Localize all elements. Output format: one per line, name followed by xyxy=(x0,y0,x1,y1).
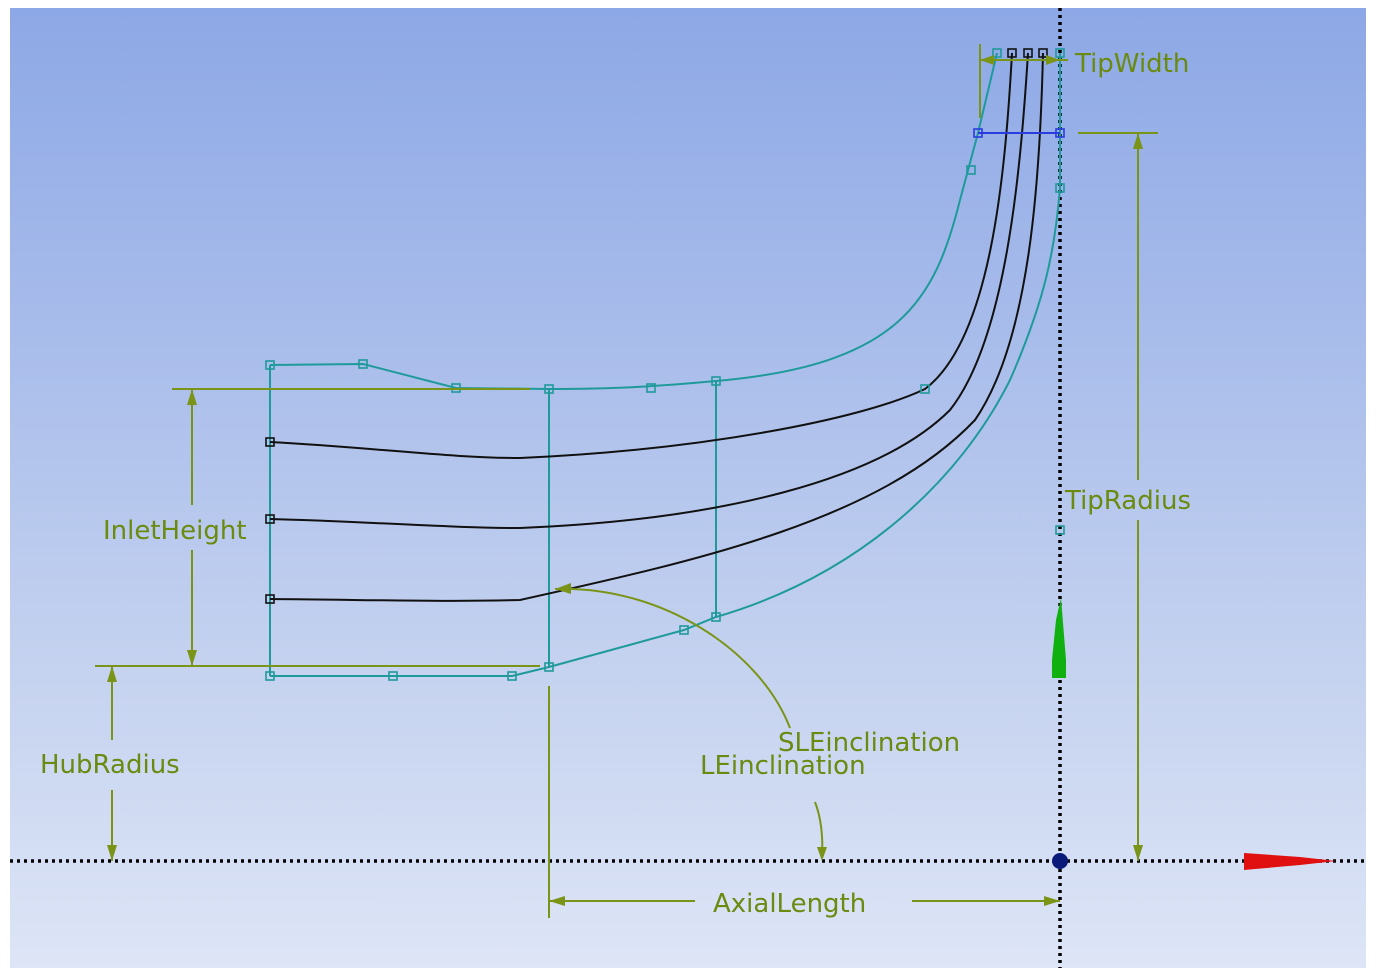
control-point xyxy=(265,360,275,370)
control-point xyxy=(265,437,275,447)
mid-curve-2 xyxy=(269,52,1029,530)
meridional-sketch[interactable]: TipWidth TipRadius InletHeight HubRadius… xyxy=(10,8,1366,968)
hub-curve[interactable] xyxy=(270,53,1061,677)
tip-width-dimension[interactable] xyxy=(979,44,1068,118)
sle-inclination-label[interactable]: SLEinclination xyxy=(778,728,960,758)
control-point xyxy=(358,359,368,369)
control-point xyxy=(992,48,1002,58)
control-points[interactable] xyxy=(265,48,1065,681)
axial-length-label[interactable]: AxialLength xyxy=(713,889,866,919)
control-point xyxy=(1055,48,1065,58)
control-point xyxy=(265,594,275,604)
inlet-height-label[interactable]: InletHeight xyxy=(103,516,247,546)
y-axis-arrow-icon xyxy=(1052,598,1066,678)
control-point xyxy=(920,384,930,394)
control-point xyxy=(1038,48,1048,58)
graphics-viewport[interactable]: TipWidth TipRadius InletHeight HubRadius… xyxy=(10,8,1366,968)
control-point xyxy=(388,671,398,681)
control-point xyxy=(646,383,656,393)
control-point xyxy=(507,671,517,681)
control-point xyxy=(1007,48,1017,58)
mid-curve-1 xyxy=(269,52,1013,460)
mid-curve-3 xyxy=(269,52,1044,602)
control-point xyxy=(711,376,721,386)
control-point xyxy=(1055,128,1065,138)
tip-width-label[interactable]: TipWidth xyxy=(1074,49,1189,79)
axial-length-dimension[interactable] xyxy=(548,686,1060,918)
control-point xyxy=(679,625,689,635)
le-inclination-label[interactable]: LEinclination xyxy=(700,751,866,781)
control-point xyxy=(544,384,554,394)
control-point xyxy=(1055,525,1065,535)
control-point xyxy=(1055,183,1065,193)
inlet-height-dimension[interactable] xyxy=(172,388,530,666)
origin-dot-icon xyxy=(1052,853,1068,869)
sle-inclination-dimension[interactable] xyxy=(554,583,791,729)
x-axis-arrow-icon xyxy=(1244,853,1336,870)
control-point xyxy=(973,128,983,138)
control-point xyxy=(265,514,275,524)
tip-radius-dimension[interactable] xyxy=(1078,132,1158,861)
tip-radius-label[interactable]: TipRadius xyxy=(1064,486,1191,516)
control-point xyxy=(966,165,976,175)
control-point xyxy=(265,671,275,681)
control-point xyxy=(1023,48,1033,58)
hub-radius-label[interactable]: HubRadius xyxy=(40,750,180,780)
control-point xyxy=(544,662,554,672)
hub-radius-dimension[interactable] xyxy=(95,665,540,861)
control-point xyxy=(711,612,721,622)
shroud-curve[interactable] xyxy=(269,52,998,391)
le-inclination-dimension[interactable] xyxy=(814,801,827,861)
